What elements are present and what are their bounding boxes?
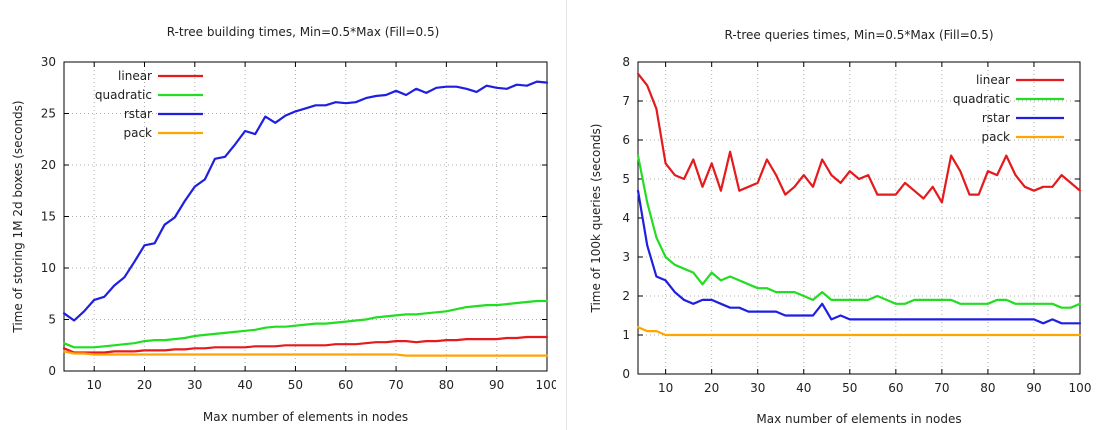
y-tick-label: 20 xyxy=(41,158,56,172)
x-tick-label: 60 xyxy=(888,381,903,395)
x-tick-label: 40 xyxy=(796,381,811,395)
x-axis-label: Max number of elements in nodes xyxy=(203,410,408,424)
series-line-quadratic xyxy=(636,154,1082,309)
x-tick-label: 50 xyxy=(842,381,857,395)
legend-label-quadratic: quadratic xyxy=(95,88,152,102)
series-line-rstar xyxy=(636,189,1082,325)
series-line-linear xyxy=(636,72,1082,204)
y-tick-label: 5 xyxy=(622,172,630,186)
y-tick-label: 0 xyxy=(622,367,630,381)
x-tick-label: 90 xyxy=(1026,381,1041,395)
legend: linear quadratic rstar pack xyxy=(953,73,1064,144)
series-line-linear xyxy=(62,335,549,354)
x-tick-label: 80 xyxy=(439,378,454,392)
legend-label-linear: linear xyxy=(118,69,152,83)
y-tick-label: 30 xyxy=(41,55,56,69)
y-tick-label: 0 xyxy=(48,364,56,378)
x-tick-label: 20 xyxy=(137,378,152,392)
y-tick-label: 5 xyxy=(48,313,56,327)
y-tick-label: 8 xyxy=(622,55,630,69)
y-tick-label: 6 xyxy=(622,133,630,147)
x-tick-label: 30 xyxy=(187,378,202,392)
legend-label-quadratic: quadratic xyxy=(953,92,1010,106)
x-tick-label: 10 xyxy=(658,381,673,395)
y-tick-label: 4 xyxy=(622,211,630,225)
x-tick-label: 80 xyxy=(980,381,995,395)
x-tick-label: 90 xyxy=(489,378,504,392)
legend-label-rstar: rstar xyxy=(982,111,1010,125)
series-line-pack xyxy=(62,350,549,357)
series-line-quadratic xyxy=(62,299,549,349)
legend-label-rstar: rstar xyxy=(124,107,152,121)
y-tick-label: 10 xyxy=(41,261,56,275)
legend-label-linear: linear xyxy=(976,73,1010,87)
building-times-chart: R-tree building times, Min=0.5*Max (Fill… xyxy=(11,25,556,424)
y-tick-label: 15 xyxy=(41,210,56,224)
y-axis-label: Time of 100k queries (seconds) xyxy=(589,124,603,314)
chart-title: R-tree queries times, Min=0.5*Max (Fill=… xyxy=(724,28,993,42)
y-axis-label: Time of storing 1M 2d boxes (seconds) xyxy=(11,100,25,333)
ticks: 10 20 30 40 50 60 70 80 90 100 0 1 2 3 4 5 6 7 8 xyxy=(622,55,1091,395)
y-tick-label: 7 xyxy=(622,94,630,108)
chart-title: R-tree building times, Min=0.5*Max (Fill… xyxy=(167,25,440,39)
grid xyxy=(638,62,1080,374)
x-tick-label: 20 xyxy=(704,381,719,395)
x-axis-label: Max number of elements in nodes xyxy=(756,412,961,426)
legend: linear quadratic rstar pack xyxy=(95,69,203,140)
x-tick-label: 30 xyxy=(750,381,765,395)
ticks: 10 20 30 40 50 60 70 80 90 100 0 5 10 15 20 25 30 xyxy=(41,55,556,392)
series-line-rstar xyxy=(62,80,549,322)
y-tick-label: 3 xyxy=(622,250,630,264)
x-tick-label: 70 xyxy=(388,378,403,392)
legend-label-pack: pack xyxy=(123,126,152,140)
query-times-chart-panel: R-tree queries times, Min=0.5*Max (Fill=… xyxy=(574,0,1112,430)
legend-label-pack: pack xyxy=(981,130,1010,144)
x-tick-label: 10 xyxy=(87,378,102,392)
x-tick-label: 60 xyxy=(338,378,353,392)
x-tick-label: 70 xyxy=(934,381,949,395)
building-times-chart-panel: R-tree building times, Min=0.5*Max (Fill… xyxy=(11,25,556,424)
x-tick-label: 40 xyxy=(237,378,252,392)
x-tick-label: 100 xyxy=(1069,381,1092,395)
x-tick-label: 50 xyxy=(288,378,303,392)
y-tick-label: 1 xyxy=(622,328,630,342)
grid xyxy=(64,62,547,371)
y-tick-label: 2 xyxy=(622,289,630,303)
panel-divider xyxy=(566,0,567,430)
query-times-chart: R-tree queries times, Min=0.5*Max (Fill=… xyxy=(589,28,1091,426)
x-tick-label: 100 xyxy=(536,378,556,392)
series-line-pack xyxy=(636,326,1082,337)
y-tick-label: 25 xyxy=(41,107,56,121)
